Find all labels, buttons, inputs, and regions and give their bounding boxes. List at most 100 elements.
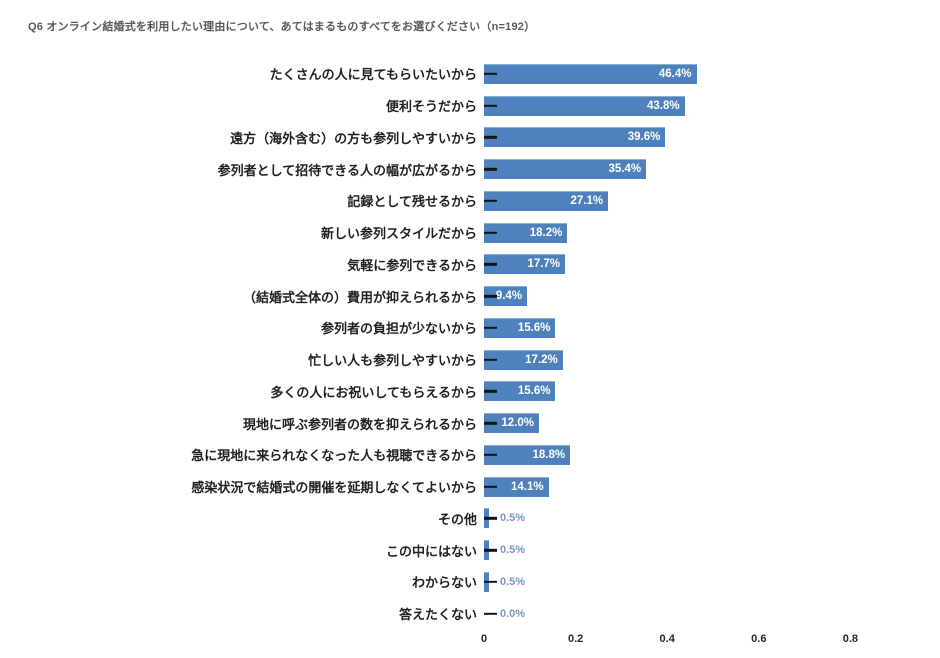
bar-value: 27.1%: [570, 194, 604, 207]
bar-label: 忙しい人も参列しやすいから: [308, 353, 477, 369]
bar-value: 43.8%: [646, 99, 680, 112]
bar-row: 現地に呼ぶ参列者の数を抑えられるから 12.0%: [0, 407, 940, 439]
bar-label: 便利そうだから: [385, 99, 477, 115]
bar-area: 27.1%: [484, 190, 940, 211]
y-tick-dash: [484, 167, 497, 171]
bar: 18.8%: [484, 444, 571, 465]
bar-row: その他 0.5%: [0, 503, 940, 535]
bar-label: （結婚式全体の）費用が抑えられるから: [242, 289, 477, 305]
y-tick-dash: [484, 548, 497, 552]
bar-value: 0.5%: [500, 512, 526, 525]
bar: 17.2%: [484, 349, 563, 370]
bar-area: 0.5%: [484, 508, 940, 529]
bar-value: 15.6%: [517, 385, 551, 398]
bar-area: 18.2%: [484, 222, 940, 243]
y-tick-dash: [484, 485, 497, 488]
chart-title: Q6 オンライン結婚式を利用したい理由について、あてはまるものすべてをお選びくだ…: [28, 21, 536, 33]
bar-label: たくさんの人に見てもらいたいから: [269, 67, 477, 83]
bar-rows: たくさんの人に見てもらいたいから 46.4% 便利そうだから 43.8% 遠方（海外含む…: [0, 58, 940, 630]
y-tick-dash: [484, 294, 497, 298]
x-tick-label: 0.6: [751, 633, 767, 645]
bar-area: 0.0%: [484, 604, 940, 624]
bar: 15.6%: [484, 381, 556, 402]
bar-area: 12.0%: [484, 413, 940, 434]
x-tick-label: 0: [480, 633, 488, 645]
bar-value: 15.6%: [517, 321, 551, 334]
bar-row: 新しい参列スタイルだから 18.2%: [0, 217, 940, 249]
bar-area: 17.7%: [484, 254, 940, 275]
bar-value: 35.4%: [608, 163, 642, 176]
y-tick-dash: [484, 421, 497, 425]
y-tick-dash: [484, 453, 497, 457]
bar-value: 0.5%: [500, 575, 526, 588]
bar-area: 14.1%: [484, 476, 940, 497]
x-tick-label: 0.8: [842, 633, 859, 645]
bar-label: 多くの人にお祝いしてもらえるから: [270, 384, 477, 400]
bar-area: 15.6%: [484, 317, 940, 338]
bar-label: わからない: [411, 575, 477, 591]
bar-label: 答えたくない: [398, 607, 477, 623]
bar-value: 12.0%: [501, 417, 534, 430]
bar-area: 0.5%: [484, 540, 940, 561]
bar-row: 参列者として招待できる人の幅が広がるから 35.4%: [0, 153, 940, 185]
bar-area: 43.8%: [484, 95, 940, 116]
y-tick-dash: [484, 326, 497, 330]
bar-label: 急に現地に来られなくなった人も視聴できるから: [191, 448, 477, 464]
bar-label: その他: [437, 511, 477, 527]
x-tick-label: 0.2: [567, 633, 584, 645]
y-tick-dash: [484, 358, 497, 361]
bar-label: 参列者として招待できる人の幅が広がるから: [217, 162, 477, 178]
bar-area: 0.5%: [484, 571, 940, 592]
bar: 18.2%: [484, 222, 568, 243]
bar: 46.4%: [484, 63, 697, 84]
bar-row: 参列者の負担が少ないから 15.6%: [0, 312, 940, 344]
bar: 15.6%: [484, 317, 556, 338]
bar-row: たくさんの人に見てもらいたいから 46.4%: [0, 58, 940, 90]
bar-label: 新しい参列スタイルだから: [320, 226, 477, 242]
bar-label: 現地に呼ぶ参列者の数を抑えられるから: [242, 416, 477, 432]
bar-row: わからない 0.5%: [0, 566, 940, 598]
y-tick-dash: [484, 104, 497, 107]
y-tick-dash: [484, 580, 497, 584]
bar-value: 39.6%: [627, 131, 661, 144]
bar-row: 気軽に参列できるから 17.7%: [0, 249, 940, 281]
bar-value: 0.0%: [500, 607, 526, 620]
bar-value: 17.2%: [525, 353, 558, 366]
bar-value: 17.7%: [527, 258, 561, 271]
bar-row: 感染状況で結婚式の開催を延期しなくてよいから 14.1%: [0, 471, 940, 503]
bar-area: 18.8%: [484, 444, 940, 465]
bar: 14.1%: [484, 476, 549, 497]
y-tick-dash: [484, 517, 497, 520]
y-tick-dash: [484, 231, 497, 234]
bar-area: 9.4%: [484, 286, 940, 307]
bar-label: 遠方（海外含む）の方も参列しやすいから: [230, 130, 477, 146]
bar-label: 記録として残せるから: [347, 194, 477, 210]
bar-row: 多くの人にお祝いしてもらえるから 15.6%: [0, 376, 940, 408]
bar-value: 14.1%: [510, 480, 544, 493]
bar-label: この中にはない: [385, 543, 477, 559]
bar-row: 答えたくない 0.0%: [0, 598, 940, 630]
y-tick-dash: [484, 72, 497, 76]
bar-row: 忙しい人も参列しやすいから 17.2%: [0, 344, 940, 376]
bar: 27.1%: [484, 190, 609, 211]
bar: 43.8%: [484, 95, 685, 116]
bar-area: 35.4%: [484, 159, 940, 180]
bar-label: 参列者の負担が少ないから: [320, 321, 477, 337]
x-tick-label: 0.4: [659, 633, 675, 645]
bar-value: 18.8%: [532, 448, 566, 461]
y-tick-dash: [484, 136, 497, 139]
y-tick-dash: [484, 390, 497, 393]
bar-area: 17.2%: [484, 349, 940, 370]
bar: 17.7%: [484, 254, 566, 275]
bar: 35.4%: [484, 159, 647, 180]
bar: 39.6%: [484, 127, 666, 148]
bar-area: 39.6%: [484, 127, 940, 148]
y-tick-dash: [484, 199, 497, 203]
bar-value: 46.4%: [658, 67, 692, 80]
bar-row: 急に現地に来られなくなった人も視聴できるから 18.8%: [0, 439, 940, 471]
bar-label: 気軽に参列できるから: [347, 257, 477, 273]
bar-value: 0.5%: [500, 544, 526, 557]
y-tick-dash: [484, 612, 497, 615]
bar-row: （結婚式全体の）費用が抑えられるから 9.4%: [0, 280, 940, 312]
